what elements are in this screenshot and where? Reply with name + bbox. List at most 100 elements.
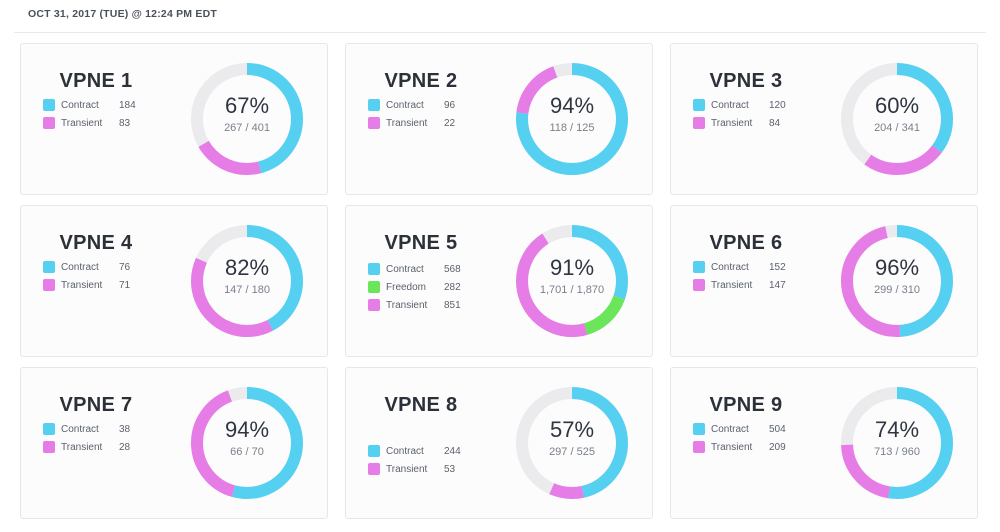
legend-item: Transient 851 xyxy=(368,296,474,314)
card-grid: VPNE 1 Contract 184 Transient 83 67% 267 / 401… xyxy=(20,43,978,519)
legend-value: 71 xyxy=(119,279,131,291)
card-title: VPNE 8 xyxy=(384,394,458,416)
donut-segment-contract xyxy=(841,63,953,175)
card-title: VPNE 4 xyxy=(59,232,133,254)
occupancy-ratio: 299 / 310 xyxy=(874,284,920,296)
legend: Contract 76 Transient 71 xyxy=(43,258,149,294)
legend-swatch xyxy=(693,423,705,435)
occupancy-percent: 57% xyxy=(549,417,595,442)
occupancy-percent: 82% xyxy=(224,255,270,280)
occupancy-percent: 91% xyxy=(549,255,595,280)
capacity-card[interactable]: VPNE 1 Contract 184 Transient 83 67% 267 / 401 xyxy=(20,43,328,195)
occupancy-percent: 67% xyxy=(224,93,270,118)
capacity-card[interactable]: VPNE 3 Contract 120 Transient 84 60% 204 / 341 xyxy=(670,43,978,195)
capacity-card[interactable]: VPNE 6 Contract 152 Transient 147 96% 299 / 31… xyxy=(670,205,978,357)
donut-segment-transient xyxy=(841,225,953,337)
legend-label: Transient xyxy=(61,279,103,291)
occupancy-ratio: 66 / 70 xyxy=(230,446,264,458)
legend: Contract 152 Transient 147 xyxy=(693,258,799,294)
legend-swatch xyxy=(368,445,380,457)
donut-segment-contract xyxy=(516,387,628,499)
legend-item: Transient 209 xyxy=(693,438,799,456)
legend: Contract 120 Transient 84 xyxy=(693,96,799,132)
occupancy-percent: 60% xyxy=(874,93,920,118)
occupancy-ratio: 297 / 525 xyxy=(549,446,595,458)
card-title: VPNE 3 xyxy=(709,70,783,92)
donut-segment-contract xyxy=(191,387,303,499)
donut-segment-contract xyxy=(191,225,303,337)
legend-swatch xyxy=(43,261,55,273)
legend-label: Contract xyxy=(61,261,99,273)
occupancy-donut: 57% 297 / 525 xyxy=(512,383,632,503)
legend-value: 568 xyxy=(444,263,461,275)
legend-swatch xyxy=(43,99,55,111)
legend-swatch xyxy=(43,117,55,129)
legend-value: 147 xyxy=(769,279,786,291)
occupancy-ratio: 147 / 180 xyxy=(224,284,270,296)
legend-swatch xyxy=(368,117,380,129)
legend-value: 504 xyxy=(769,423,786,435)
legend-label: Contract xyxy=(711,423,749,435)
capacity-card[interactable]: VPNE 5 Contract 568 Freedom 282 Transient 851 9… xyxy=(345,205,653,357)
legend-value: 244 xyxy=(444,445,461,457)
legend-item: Contract 152 xyxy=(693,258,799,276)
header-divider xyxy=(14,32,986,33)
legend-label: Transient xyxy=(386,299,428,311)
legend: Contract 184 Transient 83 xyxy=(43,96,149,132)
legend-swatch xyxy=(368,299,380,311)
occupancy-donut: 60% 204 / 341 xyxy=(837,59,957,179)
legend-label: Transient xyxy=(711,441,753,453)
legend-item: Transient 84 xyxy=(693,114,799,132)
legend-swatch xyxy=(368,281,380,293)
occupancy-percent: 94% xyxy=(549,93,595,118)
legend-item: Transient 53 xyxy=(368,460,474,478)
legend-swatch xyxy=(693,441,705,453)
donut-segment-transient xyxy=(516,225,628,337)
occupancy-ratio: 267 / 401 xyxy=(224,122,270,134)
capacity-card[interactable]: VPNE 2 Contract 96 Transient 22 94% 118 / 125 xyxy=(345,43,653,195)
card-title: VPNE 5 xyxy=(384,232,458,254)
legend-item: Transient 71 xyxy=(43,276,149,294)
card-title: VPNE 2 xyxy=(384,70,458,92)
legend: Contract 568 Freedom 282 Transient 851 xyxy=(368,260,474,314)
legend-swatch xyxy=(368,263,380,275)
legend-label: Transient xyxy=(711,279,753,291)
legend-item: Transient 28 xyxy=(43,438,149,456)
legend-label: Contract xyxy=(386,99,424,111)
legend-value: 851 xyxy=(444,299,461,311)
legend: Contract 38 Transient 28 xyxy=(43,420,149,456)
legend-item: Contract 76 xyxy=(43,258,149,276)
capacity-card[interactable]: VPNE 8 Contract 244 Transient 53 57% 297 / 525 xyxy=(345,367,653,519)
legend-value: 209 xyxy=(769,441,786,453)
legend-item: Contract 504 xyxy=(693,420,799,438)
legend-value: 83 xyxy=(119,117,131,129)
legend-item: Transient 83 xyxy=(43,114,149,132)
legend-item: Transient 147 xyxy=(693,276,799,294)
legend-value: 184 xyxy=(119,99,136,111)
occupancy-percent: 94% xyxy=(224,417,270,442)
legend-item: Contract 568 xyxy=(368,260,474,278)
occupancy-ratio: 713 / 960 xyxy=(874,446,920,458)
donut-segment-transient xyxy=(191,225,303,337)
legend: Contract 244 Transient 53 xyxy=(368,442,474,478)
legend-value: 22 xyxy=(444,117,456,129)
occupancy-percent: 74% xyxy=(874,417,920,442)
card-title: VPNE 1 xyxy=(59,70,133,92)
legend-value: 282 xyxy=(444,281,461,293)
legend-swatch xyxy=(693,261,705,273)
legend-value: 152 xyxy=(769,261,786,273)
legend-item: Freedom 282 xyxy=(368,278,474,296)
legend-label: Freedom xyxy=(386,281,427,293)
occupancy-donut: 96% 299 / 310 xyxy=(837,221,957,341)
capacity-card[interactable]: VPNE 7 Contract 38 Transient 28 94% 66 / 70 xyxy=(20,367,328,519)
capacity-card[interactable]: VPNE 9 Contract 504 Transient 209 74% 713 / 96… xyxy=(670,367,978,519)
legend-swatch xyxy=(693,99,705,111)
capacity-card[interactable]: VPNE 4 Contract 76 Transient 71 82% 147 / 180 xyxy=(20,205,328,357)
legend-item: Contract 244 xyxy=(368,442,474,460)
legend-label: Contract xyxy=(711,99,749,111)
legend-value: 53 xyxy=(444,463,456,475)
legend-swatch xyxy=(693,117,705,129)
occupancy-ratio: 204 / 341 xyxy=(874,122,920,134)
card-title: VPNE 7 xyxy=(59,394,133,416)
legend-label: Transient xyxy=(386,463,428,475)
